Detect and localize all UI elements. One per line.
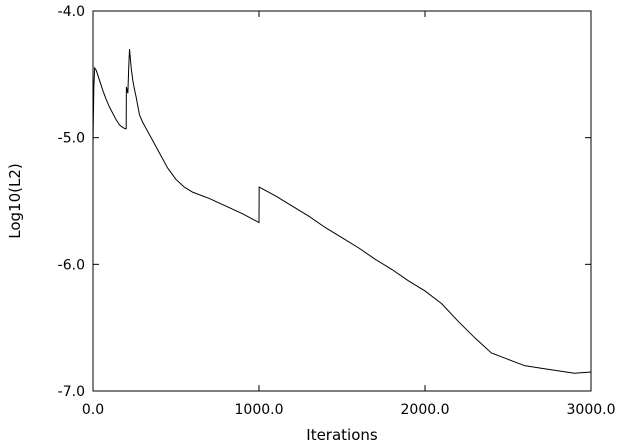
x-tick-label: 2000.0 [401,402,450,418]
x-axis-label: Iterations [306,426,378,444]
y-axis-label: Log10(L2) [6,163,24,238]
y-tick-label: -5.0 [58,131,85,147]
x-tick-label: 3000.0 [567,402,616,418]
y-tick-label: -4.0 [58,4,85,20]
y-tick-label: -6.0 [58,257,85,273]
y-tick-label: -7.0 [58,384,85,400]
plot-frame [92,10,592,392]
y-axis-ticks: -4.0 -5.0 -6.0 -7.0 [58,4,591,400]
x-tick-label: 0.0 [82,402,104,418]
convergence-line [92,48,592,374]
x-axis-ticks: 0.0 1000.0 2000.0 3000.0 [82,11,616,418]
x-tick-label: 1000.0 [235,402,284,418]
